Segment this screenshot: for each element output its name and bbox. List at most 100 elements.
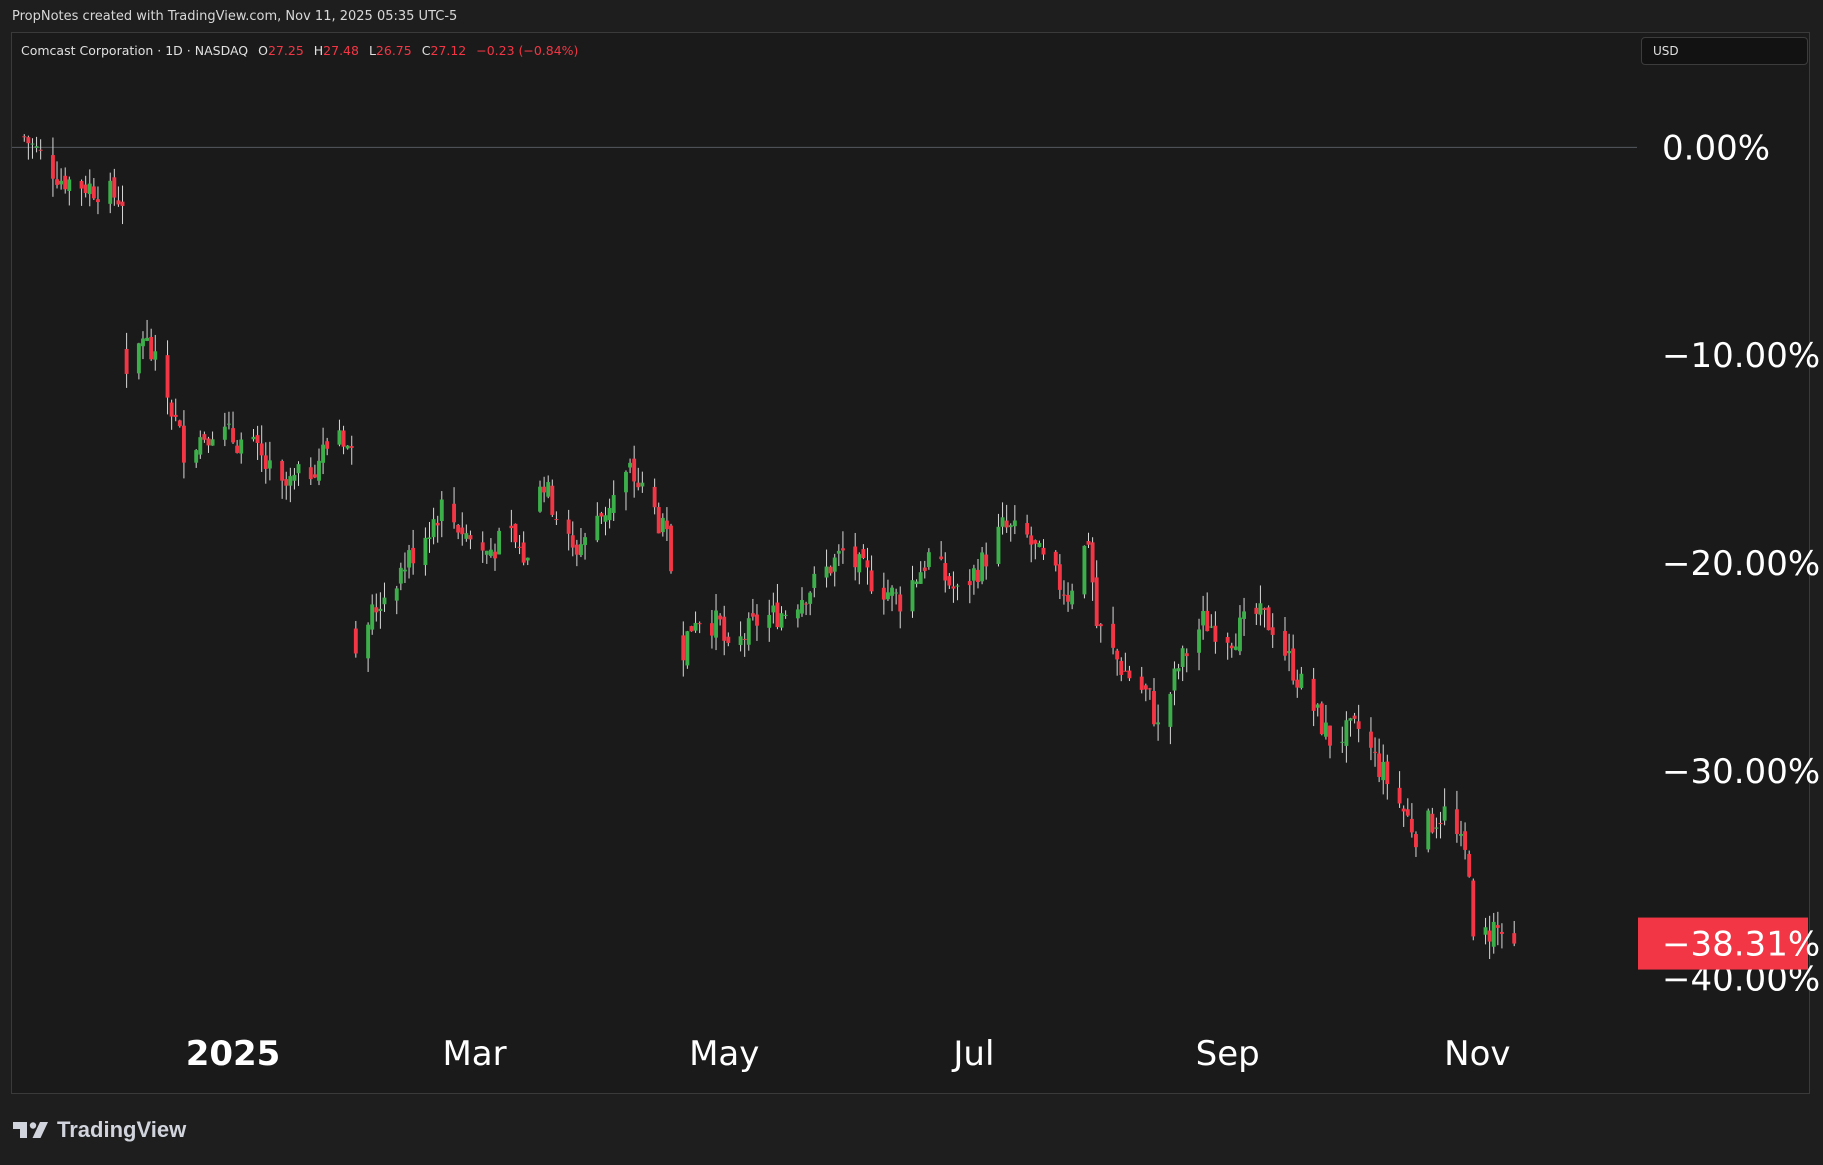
tradingview-brand[interactable]: TradingView [13,1117,186,1143]
candle-body [583,537,587,546]
candle-body [1254,607,1259,614]
candle [886,579,890,602]
candle-body [292,474,297,481]
candle [1057,554,1062,600]
candle [136,342,141,380]
candle [570,521,575,557]
candle [1041,539,1046,560]
candle [1512,920,1517,947]
candle-body [939,556,944,560]
candle [1004,504,1009,533]
tradingview-logo-icon [13,1122,48,1138]
currency-selector[interactable]: USD [1641,37,1808,65]
candle [149,328,154,361]
candle-body [1172,668,1177,691]
candle-body [980,552,985,582]
candle-body [1057,564,1062,590]
high-label: H [313,43,324,58]
candle-body [742,638,747,640]
candle-body [1115,650,1120,660]
candle [231,411,235,444]
candle [198,430,203,459]
candle [984,542,989,580]
candle [1385,754,1390,800]
candle-body [206,438,211,446]
candle-body [403,569,407,572]
candle-body [1340,741,1345,743]
candle-body [431,519,436,538]
candle-body [795,609,800,619]
candle [50,137,55,197]
candle-body [1012,520,1017,527]
candle [513,523,518,549]
candle-body [145,337,150,341]
candle-body [525,557,530,561]
candle-body [349,446,354,448]
candle-body [136,343,141,374]
candle-body [910,580,915,612]
candle [83,175,88,198]
candle [828,565,833,576]
candle-body [1086,541,1091,545]
candle-body [636,482,641,488]
candle-body [914,581,919,585]
candle [1409,803,1414,838]
candle-body [746,618,751,645]
candle-body [861,549,866,559]
candle-body [1381,761,1386,781]
candle [918,561,923,584]
currency-label: USD [1653,44,1679,58]
candle-body [886,592,890,600]
candle [337,419,342,447]
candle [624,470,628,511]
candle [222,412,227,447]
candle [926,548,931,570]
candle [239,432,244,464]
candle [542,476,547,503]
candle [693,611,698,633]
candle [394,585,399,615]
candle [55,161,59,189]
x-tick-label: Jul [951,1034,994,1074]
candle [853,532,858,581]
candle [775,583,780,630]
candle [1172,661,1177,706]
candle [890,585,894,612]
candle-body [263,455,268,469]
candle-body [976,569,980,583]
candle-body [1270,627,1275,635]
candle-body [824,566,829,578]
candle [980,546,985,585]
candle [832,553,837,587]
candle-body [1258,603,1263,615]
candle [697,621,702,634]
candle-body [1454,809,1459,835]
candle [939,541,944,561]
candle-body [1123,670,1128,672]
candle [550,479,555,518]
candle-body [222,426,227,440]
candle-body [800,600,804,614]
candle-body [59,180,64,185]
candle [857,552,862,585]
candle-body [452,503,457,523]
candle [861,544,866,560]
candle-body [1426,810,1431,850]
candle-body [1352,715,1357,719]
candle-body [1319,703,1324,735]
candle-body [169,402,174,417]
candle-body [149,336,154,360]
candle-body [378,608,383,612]
candle-body [804,603,809,605]
chart-panel[interactable] [11,32,1810,1094]
candle [112,168,117,206]
candle [255,425,260,460]
candle-body [890,587,894,596]
candle-body [566,519,571,534]
candle-body [55,179,59,185]
candle [1426,808,1431,853]
candle [1377,738,1382,783]
candle-body [1287,651,1292,654]
candle-body [1152,690,1156,725]
